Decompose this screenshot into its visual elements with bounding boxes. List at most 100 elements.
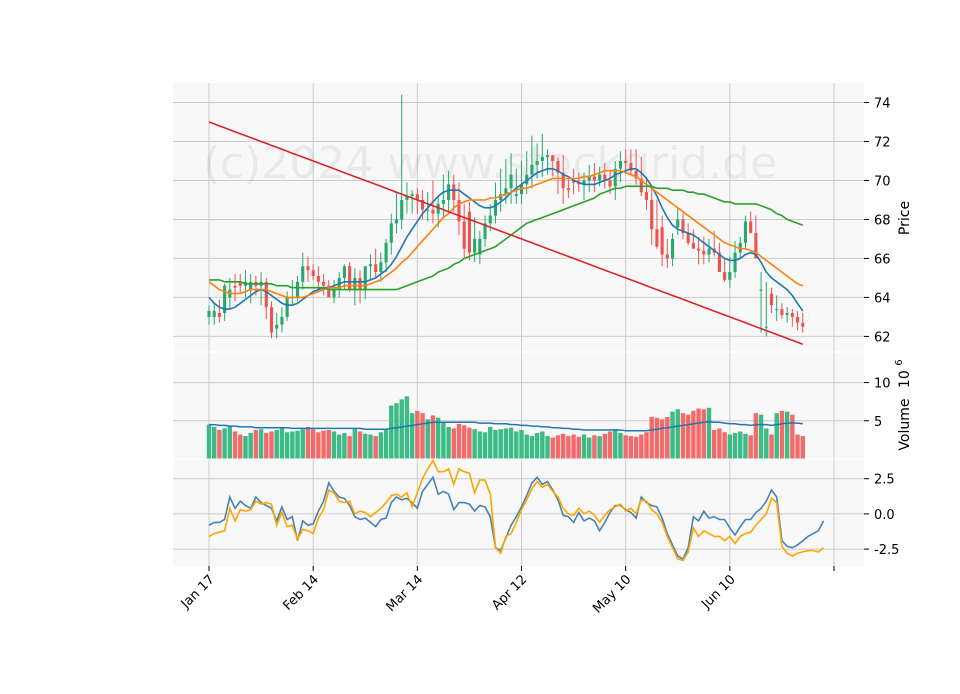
watermark-text: (c)2024 www.stockgrid.de — [203, 138, 777, 189]
candle-body — [493, 199, 498, 216]
candle-body — [702, 250, 706, 255]
volume-bar — [514, 431, 519, 459]
candle-body — [566, 188, 570, 191]
volume-bar — [717, 428, 722, 459]
volume-bar — [639, 434, 644, 459]
candle-body — [572, 180, 576, 183]
candle-body — [759, 289, 763, 291]
volume-bar — [498, 429, 503, 459]
volume-bar — [331, 431, 337, 459]
candle-body — [358, 277, 362, 290]
volume-bar — [545, 436, 550, 459]
candle-body — [525, 174, 529, 185]
volume-bar — [529, 436, 535, 459]
candle-body — [697, 248, 701, 251]
candle-body — [269, 307, 274, 333]
volume-bar — [394, 403, 399, 459]
candle-body — [348, 266, 352, 290]
candle-body — [363, 266, 367, 290]
candle-body — [738, 242, 742, 253]
volume-bar — [602, 433, 608, 459]
volume-bar — [451, 428, 457, 459]
y-tick-label: 74 — [874, 96, 891, 111]
volume-bar — [399, 399, 404, 459]
x-tick-label: May 10 — [590, 572, 634, 616]
candle-body — [306, 266, 310, 271]
volume-axis-label-exp: 10 — [897, 370, 913, 388]
volume-bar — [743, 433, 748, 459]
candle-body — [723, 272, 727, 280]
volume-bar — [665, 416, 670, 459]
moving-averages — [208, 121, 804, 345]
candle-body — [311, 270, 315, 276]
candle-body — [316, 275, 320, 282]
volume-bar — [253, 429, 259, 459]
y-tick-label: 2.5 — [874, 473, 895, 488]
candle-body — [405, 196, 409, 200]
candle-body — [368, 264, 373, 267]
y-tick-label: 62 — [874, 330, 891, 345]
price-panel — [173, 83, 864, 352]
y-tick-label: 5 — [874, 415, 882, 430]
candle-body — [769, 293, 774, 306]
volume-bars — [206, 396, 805, 459]
candle-body — [488, 215, 492, 224]
volume-bar — [232, 431, 238, 459]
candle-body — [452, 184, 456, 200]
volume-bar — [769, 434, 774, 459]
ma-line-long — [209, 185, 804, 291]
candle-body — [379, 262, 383, 273]
candle-body — [322, 281, 326, 286]
candle-body — [389, 223, 393, 243]
candle-body — [577, 182, 581, 185]
candle-body — [238, 281, 242, 286]
volume-bar — [305, 426, 311, 459]
candle-body — [499, 194, 503, 200]
volume-bar — [269, 431, 274, 459]
candle-body — [280, 316, 284, 325]
volume-ma-line — [209, 420, 803, 432]
candle-body — [801, 322, 805, 327]
candle-body — [598, 174, 602, 181]
volume-bar — [727, 434, 733, 459]
volume-bar — [378, 432, 384, 459]
candle-body — [217, 313, 221, 317]
volume-axis-label-pow: 6 — [894, 359, 905, 365]
volume-bar — [477, 431, 483, 459]
x-tick-label: Jun 10 — [698, 572, 738, 612]
candle-body — [467, 211, 471, 253]
volume-bar — [790, 414, 795, 459]
candle-body — [608, 180, 612, 187]
volume-bar — [441, 422, 446, 459]
volume-bar — [649, 416, 654, 459]
volume-bar — [258, 429, 264, 459]
candle-body — [618, 160, 623, 169]
candle-body — [644, 192, 649, 200]
candle-body — [514, 194, 518, 197]
volume-bar — [800, 436, 805, 459]
volume-bar — [363, 433, 368, 459]
volume-bar — [732, 433, 738, 459]
volume-bar — [316, 432, 321, 459]
candle-body — [327, 285, 331, 298]
candle-body — [634, 170, 638, 179]
volume-bar — [675, 409, 680, 459]
volume-axis-label: Volume 10 6 — [894, 359, 913, 450]
candle-body — [394, 219, 399, 224]
y-tick-label: 70 — [874, 174, 891, 189]
x-tick-label: Jan 17 — [178, 572, 218, 612]
volume-bar — [461, 425, 467, 459]
volume-bar — [534, 433, 540, 459]
volume-bar — [706, 407, 712, 459]
volume-bar — [290, 431, 295, 459]
volume-bar — [784, 411, 790, 459]
candle-body — [447, 184, 451, 200]
volume-bar — [300, 429, 305, 459]
candle-body — [650, 199, 654, 230]
volume-bar — [607, 431, 613, 459]
candle-body — [592, 176, 596, 181]
candle-body — [717, 252, 721, 273]
candle-body — [795, 316, 800, 323]
